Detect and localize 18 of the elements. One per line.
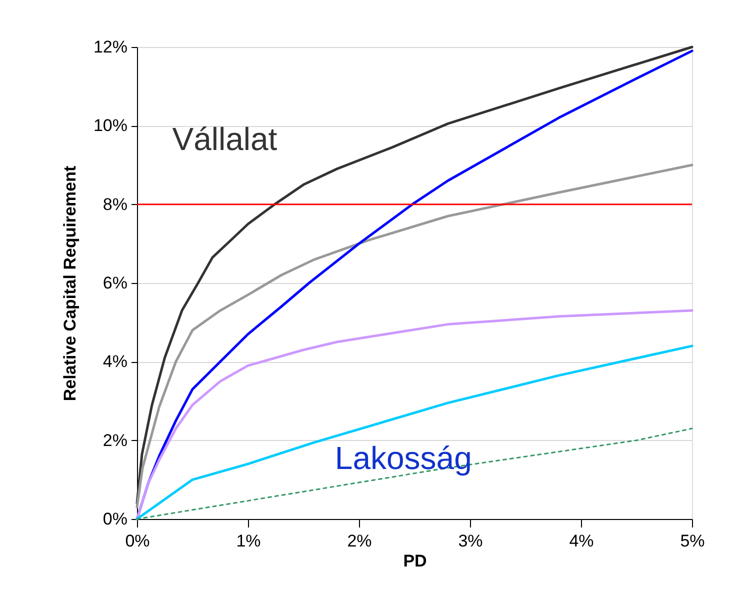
x-tick-label: 2% bbox=[347, 532, 372, 550]
x-tick-label: 3% bbox=[458, 532, 483, 550]
annotation: Vállalat bbox=[172, 120, 278, 157]
x-tick-label: 5% bbox=[680, 532, 705, 550]
y-tick-label: 6% bbox=[102, 274, 128, 292]
y-tick-label: 8% bbox=[102, 194, 128, 214]
x-axis-title: PD bbox=[403, 552, 427, 570]
y-tick-label: 12% bbox=[93, 38, 128, 56]
y-tick-label: 2% bbox=[102, 430, 128, 450]
x-tick-label: 1% bbox=[236, 532, 261, 550]
y-axis-title: Relative Capital Requirement bbox=[60, 166, 80, 402]
annotation: Lakosság bbox=[334, 440, 472, 476]
y-tick-label: 0% bbox=[102, 510, 128, 528]
y-tick-label: 4% bbox=[102, 352, 128, 372]
x-tick-label: 0% bbox=[125, 532, 150, 550]
y-tick-label: 10% bbox=[93, 116, 128, 136]
line-series bbox=[136, 164, 694, 508]
x-tick-label: 4% bbox=[569, 532, 594, 550]
